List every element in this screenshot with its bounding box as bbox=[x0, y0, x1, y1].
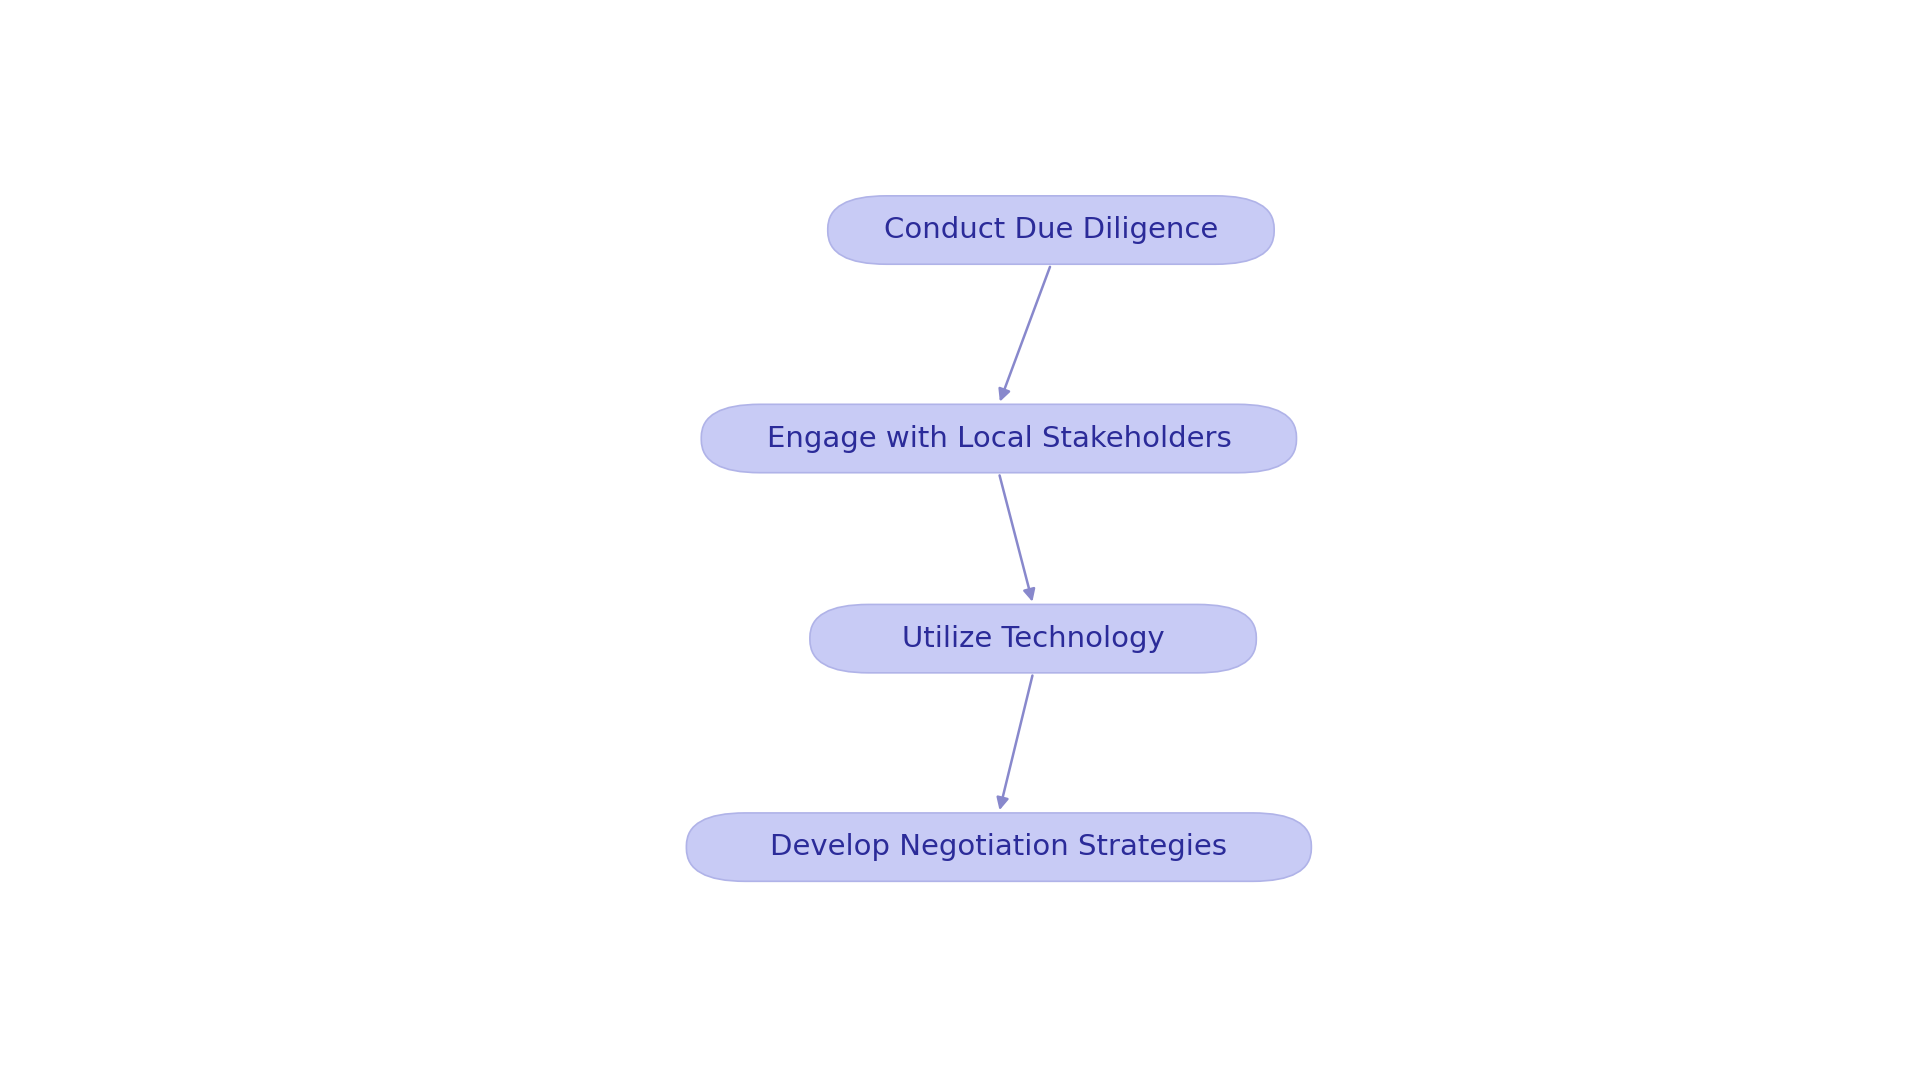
Text: Develop Negotiation Strategies: Develop Negotiation Strategies bbox=[770, 833, 1227, 861]
Text: Engage with Local Stakeholders: Engage with Local Stakeholders bbox=[766, 425, 1231, 453]
Text: Conduct Due Diligence: Conduct Due Diligence bbox=[883, 216, 1217, 244]
FancyBboxPatch shape bbox=[810, 604, 1256, 673]
Text: Utilize Technology: Utilize Technology bbox=[902, 625, 1164, 653]
FancyBboxPatch shape bbox=[687, 813, 1311, 882]
FancyBboxPatch shape bbox=[701, 404, 1296, 472]
FancyBboxPatch shape bbox=[828, 196, 1275, 264]
